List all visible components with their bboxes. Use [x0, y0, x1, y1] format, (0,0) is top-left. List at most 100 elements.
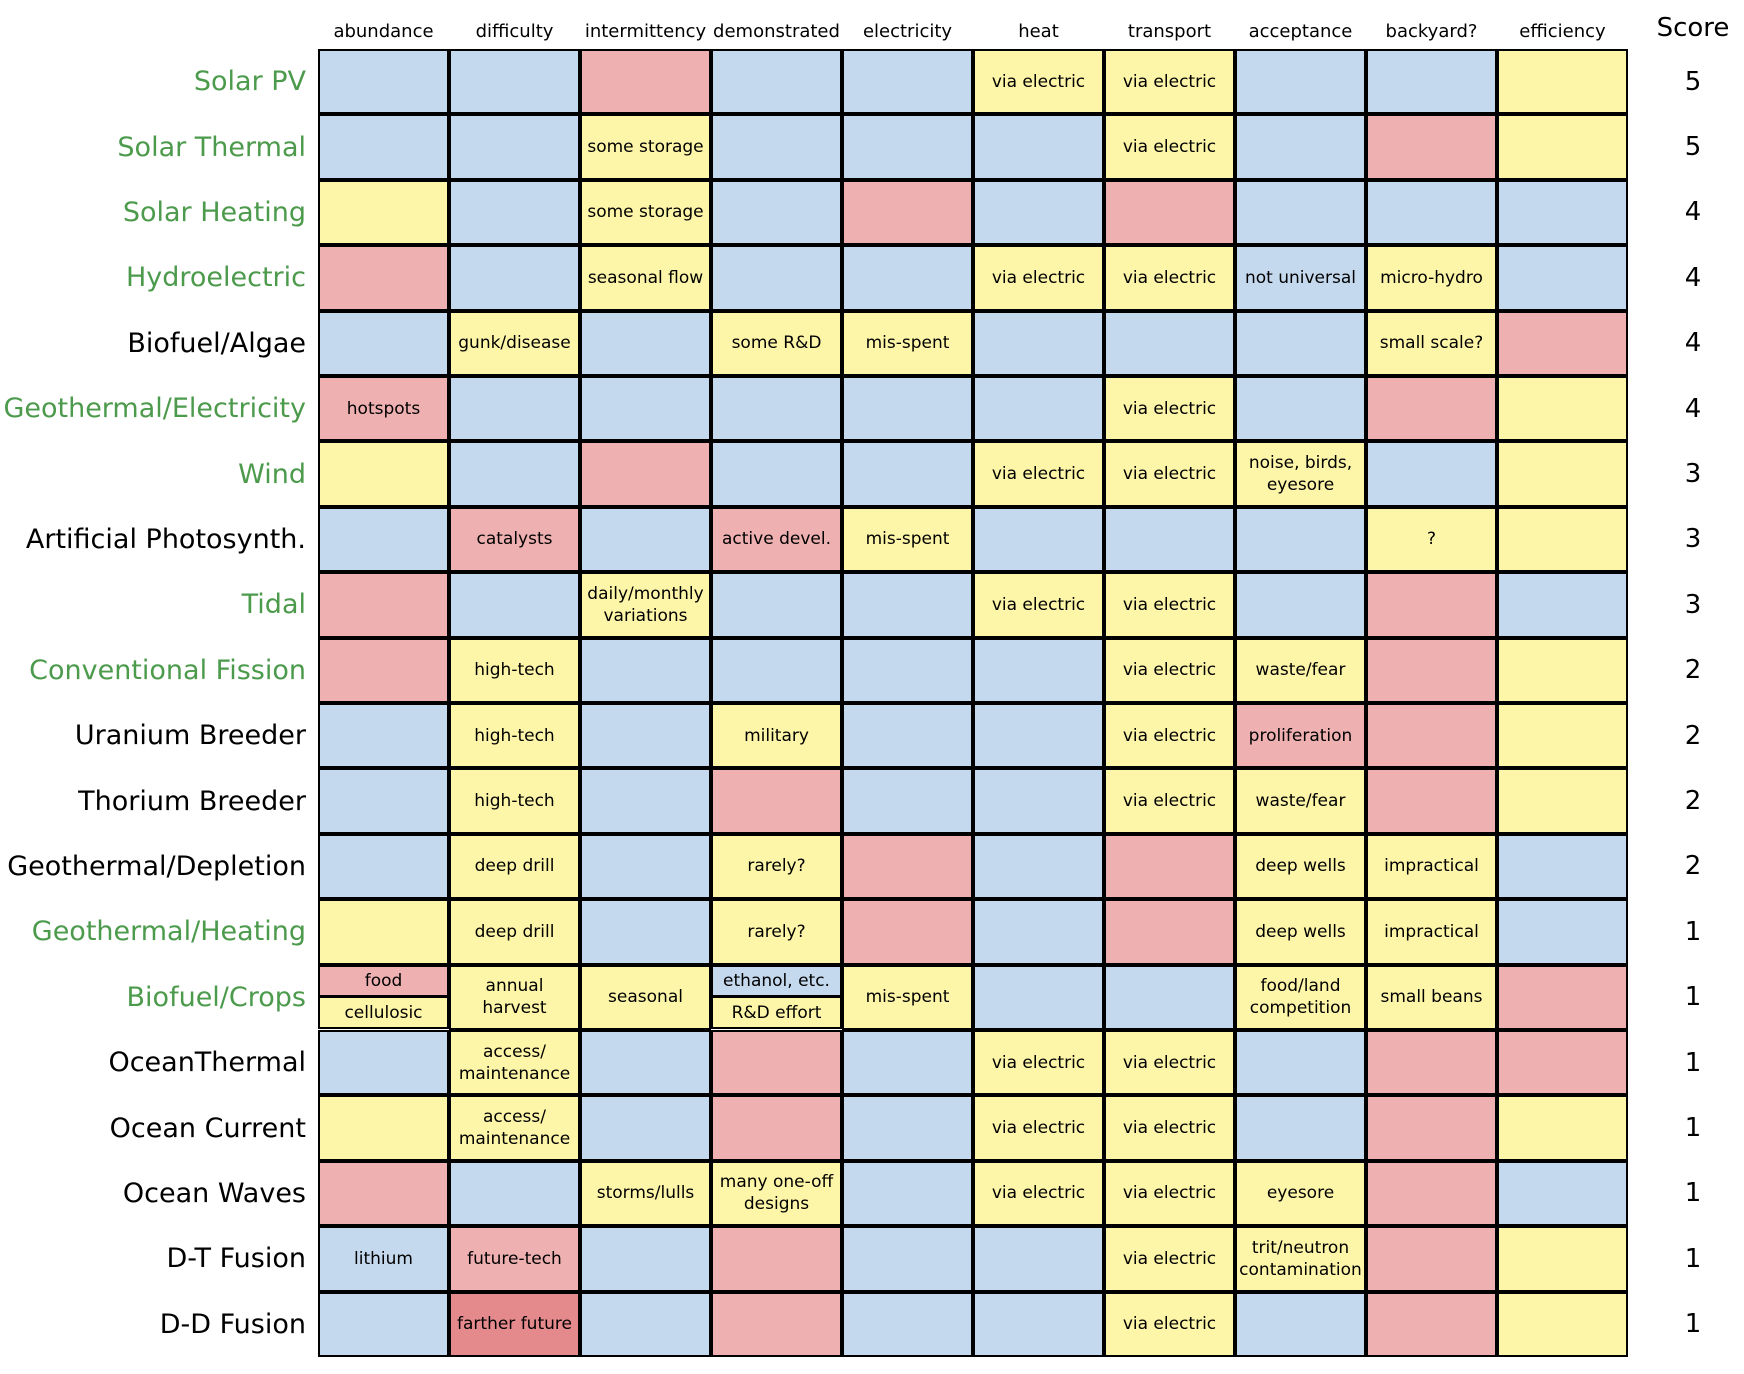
table-cell: [318, 1095, 449, 1161]
score: 1: [1684, 1309, 1702, 1340]
score: 1: [1684, 982, 1702, 1013]
table-cell: [580, 1226, 711, 1292]
table-cell: [711, 1226, 842, 1292]
table-cell: active devel.: [711, 506, 842, 573]
table-cell: [711, 1095, 842, 1161]
table-cell: some storage: [580, 114, 711, 180]
column-header: efficiency: [1519, 20, 1606, 42]
table-cell: deep drill: [449, 899, 580, 965]
table-cell: waste/fear: [1235, 768, 1366, 834]
table-cell: [1497, 49, 1628, 115]
table-cell: via electric: [1104, 245, 1235, 311]
table-cell: catalysts: [449, 506, 580, 573]
table-cell: [449, 376, 580, 442]
column-header: acceptance: [1248, 20, 1353, 42]
table-cell: small beans: [1366, 964, 1497, 1030]
table-cell: [1235, 114, 1366, 180]
table-cell: [1366, 703, 1497, 769]
table-cell: [318, 899, 449, 965]
table-cell: [1366, 114, 1497, 180]
table-cell: via electric: [973, 1030, 1104, 1096]
table-cell: [1366, 637, 1497, 703]
row-label: Solar Thermal: [117, 131, 306, 163]
table-cell: [318, 703, 449, 769]
table-cell: not universal: [1235, 245, 1366, 311]
table-cell: impractical: [1366, 833, 1497, 900]
table-cell: [580, 637, 711, 703]
table-cell: [1366, 1030, 1497, 1096]
column-header: difficulty: [475, 20, 554, 42]
table-cell: [1497, 637, 1628, 703]
table-cell: [973, 1291, 1104, 1357]
row-label: D-T Fusion: [166, 1243, 307, 1275]
row-label: Wind: [238, 458, 306, 490]
table-cell: [1235, 506, 1366, 573]
table-cell: [842, 49, 973, 115]
table-cell: [580, 376, 711, 442]
table-cell: [318, 637, 449, 703]
table-cell: [1366, 179, 1497, 246]
row-label: Geothermal/Electricity: [3, 393, 306, 425]
table-cell: [1497, 441, 1628, 507]
table-cell: [449, 49, 580, 115]
table-cell: annual harvest: [449, 964, 580, 1030]
score: 4: [1684, 328, 1702, 359]
table-cell: [842, 1291, 973, 1357]
score: 1: [1684, 1243, 1702, 1274]
table-cell: mis-spent: [842, 506, 973, 573]
table-cell: [973, 1226, 1104, 1292]
table-cell: [842, 245, 973, 311]
table-cell: [1497, 506, 1628, 573]
table-cell: [318, 49, 449, 115]
table-cell: [842, 114, 973, 180]
table-cell: cellulosic: [318, 996, 449, 1029]
table-cell: [1366, 49, 1497, 115]
table-cell: [1235, 49, 1366, 115]
table-cell: [842, 376, 973, 442]
table-cell: proliferation: [1235, 703, 1366, 769]
table-cell: [973, 114, 1104, 180]
table-cell: via electric: [973, 245, 1104, 311]
score: 2: [1684, 655, 1702, 686]
table-cell: [1497, 376, 1628, 442]
table-cell: [1497, 1226, 1628, 1292]
table-cell: [318, 441, 449, 507]
table-cell: [842, 1030, 973, 1096]
row-label: Solar PV: [193, 66, 306, 98]
table-cell: [1235, 1030, 1366, 1096]
table-cell: [1235, 310, 1366, 376]
table-cell: [1497, 179, 1628, 246]
table-cell: [973, 964, 1104, 1030]
table-cell: [973, 506, 1104, 573]
table-cell: [318, 1030, 449, 1096]
table-cell: [1497, 899, 1628, 965]
table-cell: [842, 1226, 973, 1292]
table-cell: [1104, 899, 1235, 965]
row-label: Thorium Breeder: [78, 785, 306, 817]
table-cell: access/ maintenance: [449, 1030, 580, 1096]
score: 1: [1684, 916, 1702, 947]
table-cell: [711, 441, 842, 507]
table-cell: [1235, 376, 1366, 442]
table-cell: [1497, 1291, 1628, 1357]
table-cell: [580, 833, 711, 900]
table-cell: [580, 768, 711, 834]
table-cell: storms/lulls: [580, 1160, 711, 1227]
table-cell: via electric: [973, 441, 1104, 507]
table-cell: [711, 376, 842, 442]
table-cell: [711, 637, 842, 703]
column-header: demonstrated: [713, 20, 840, 42]
score: 3: [1684, 524, 1702, 555]
table-cell: [318, 114, 449, 180]
score: 5: [1684, 132, 1702, 163]
table-cell: [1104, 506, 1235, 573]
table-cell: R&D effort: [711, 996, 842, 1029]
row-label: Biofuel/Algae: [127, 327, 306, 359]
table-cell: [1366, 1226, 1497, 1292]
table-cell: [842, 1095, 973, 1161]
table-cell: high-tech: [449, 703, 580, 769]
table-cell: [580, 49, 711, 115]
row-label: Ocean Current: [109, 1112, 306, 1144]
table-cell: small scale?: [1366, 310, 1497, 376]
